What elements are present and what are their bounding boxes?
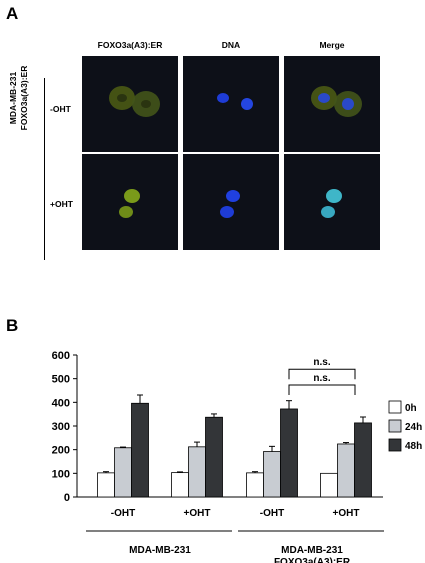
micrograph-dna-plus-oht-image (220, 190, 240, 218)
x-category-label: +OHT (184, 508, 211, 519)
panel-a-label: A (6, 4, 19, 23)
y-tick-label: 0 (64, 492, 70, 504)
micrograph-merge-plus-oht-image (321, 189, 342, 218)
significance-label: n.s. (313, 357, 330, 368)
micrograph-foxo3a-plus-oht (82, 154, 178, 250)
bar (354, 422, 372, 498)
y-tick-label: 600 (52, 350, 70, 362)
legend-swatch (388, 419, 402, 433)
micrograph-merge-minus-oht (284, 56, 380, 152)
legend-label: 0h (405, 403, 417, 414)
group-label: FOXO3a(A3):ER (274, 557, 351, 563)
legend-swatch (388, 438, 402, 452)
bar (114, 447, 132, 498)
row-label-minus-oht: -OHT (50, 104, 71, 114)
panel-b-label: B (6, 316, 19, 335)
significance-label: n.s. (313, 373, 330, 384)
row-label-plus-oht: +OHT (50, 199, 73, 209)
cell-line-label-line1: MDA-MB-231 (8, 71, 18, 125)
micrograph-foxo3a-minus-oht (82, 56, 178, 152)
row-group-bracket (44, 78, 45, 260)
bar (263, 451, 281, 498)
y-tick-label: 100 (52, 468, 70, 480)
micrograph-foxo3a-minus-oht-image (109, 86, 160, 117)
bar (188, 446, 206, 498)
column-header-foxo3a: FOXO3a(A3):ER (97, 40, 163, 50)
significance-bracket (288, 384, 356, 396)
significance-bracket (288, 368, 356, 380)
micrograph-dna-plus-oht (183, 154, 279, 250)
bar (131, 402, 149, 498)
bar (320, 472, 338, 498)
micrograph-dna-minus-oht (183, 56, 279, 152)
legend-label: 24h (405, 422, 422, 433)
micrograph-merge-plus-oht (284, 154, 380, 250)
x-category-label: -OHT (260, 508, 284, 519)
column-header-merge: Merge (319, 40, 345, 50)
x-category-label: +OHT (333, 508, 360, 519)
bar (280, 408, 298, 498)
x-category-label: -OHT (111, 508, 135, 519)
bar (205, 416, 223, 498)
y-tick-label: 500 (52, 374, 70, 386)
y-tick-label: 400 (52, 397, 70, 409)
micrograph-merge-minus-oht-image (311, 86, 362, 117)
bar (171, 472, 189, 498)
bar (246, 472, 264, 498)
bar (97, 472, 115, 498)
column-header-dna: DNA (221, 40, 241, 50)
legend-label: 48h (405, 441, 422, 452)
y-tick-label: 200 (52, 445, 70, 457)
micrograph-dna-minus-oht-image (217, 93, 253, 110)
group-label: MDA-MB-231 (281, 545, 343, 556)
group-label: MDA-MB-231 (129, 545, 191, 556)
bar-chart: 0 100 200 300 400 500 600 -OHT +OHT -OHT +OHT MDA-M… (52, 350, 423, 563)
micrograph-foxo3a-plus-oht-image (119, 189, 140, 218)
bar (337, 443, 355, 498)
legend-swatch (388, 400, 402, 414)
cell-line-label-line2: FOXO3a(A3):ER (19, 65, 29, 131)
y-tick-label: 300 (52, 421, 70, 433)
